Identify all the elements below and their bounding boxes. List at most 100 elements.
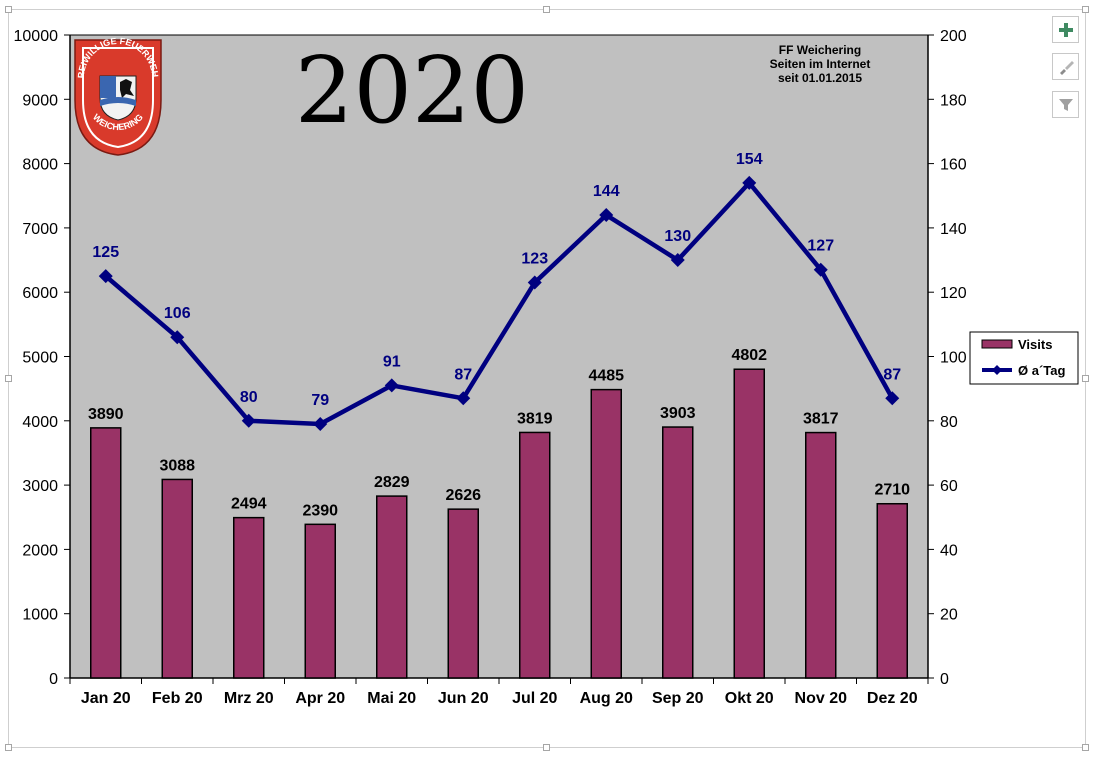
resize-handle-top-right[interactable] — [1082, 6, 1089, 13]
left-axis-tick-label: 5000 — [22, 350, 58, 367]
logo-crest-blue-field — [100, 76, 116, 98]
plot-area[interactable] — [69, 34, 929, 679]
bar-data-label: 4802 — [731, 347, 767, 364]
line-point-marker[interactable] — [98, 269, 113, 284]
line-point-marker[interactable] — [384, 378, 399, 393]
bar-data-label: 3890 — [88, 406, 124, 423]
bar-data-label: 2390 — [302, 502, 338, 519]
line-point-marker[interactable] — [313, 417, 328, 432]
right-axis-tick-label: 160 — [940, 157, 967, 174]
x-axis-tick-label: Feb 20 — [152, 690, 203, 707]
add-chart-element-button[interactable] — [1052, 16, 1079, 43]
brush-icon — [1059, 60, 1074, 75]
chart-filters-button[interactable] — [1052, 91, 1079, 118]
right-axis-tick-label: 100 — [940, 350, 967, 367]
annotation-line-1: FF Weichering — [779, 43, 861, 57]
x-axis-tick-label: Apr 20 — [295, 690, 345, 707]
bar-visits[interactable] — [304, 523, 336, 679]
left-axis-tick-label: 7000 — [22, 221, 58, 238]
right-axis-tick-label: 40 — [940, 542, 958, 559]
logo-eagle — [120, 79, 134, 98]
line-point-marker[interactable] — [670, 253, 685, 268]
resize-handle-left[interactable] — [5, 375, 12, 382]
x-axis-tick-label: Mrz 20 — [224, 690, 274, 707]
left-axis-tick-label: 0 — [49, 671, 58, 688]
right-axis-tick-label: 180 — [940, 92, 967, 109]
x-axis-tick-label: Aug 20 — [580, 690, 633, 707]
x-axis-tick-label: Nov 20 — [795, 690, 848, 707]
line-data-label: 106 — [164, 305, 191, 322]
bar-visits[interactable] — [376, 495, 408, 679]
left-axis-tick-label: 10000 — [14, 28, 59, 45]
x-axis-tick-label: Dez 20 — [867, 690, 918, 707]
bar-data-label: 4485 — [588, 368, 624, 385]
bar-visits[interactable] — [233, 516, 265, 679]
bar-data-label: 3819 — [517, 410, 553, 427]
bar-data-label: 2626 — [445, 487, 481, 504]
line-data-label: 91 — [383, 353, 401, 370]
bar-visits[interactable] — [447, 508, 479, 679]
x-axis-tick-label: Mai 20 — [367, 690, 416, 707]
bar-visits[interactable] — [876, 502, 908, 679]
logo-inner-border — [82, 47, 154, 149]
bar-visits[interactable] — [662, 426, 694, 679]
line-data-label: 87 — [454, 366, 472, 383]
left-axis-tick-label: 6000 — [22, 285, 58, 302]
bar-data-label: 2829 — [374, 474, 410, 491]
resize-handle-bottom[interactable] — [543, 744, 550, 751]
left-axis-tick-label: 2000 — [22, 542, 58, 559]
logo-wave — [100, 97, 136, 106]
annotation-line-2: Seiten im Internet — [770, 57, 871, 71]
line-point-marker[interactable] — [456, 391, 471, 406]
resize-handle-right[interactable] — [1082, 375, 1089, 382]
line-data-label: 125 — [92, 244, 119, 261]
fire-brigade-logo: FREIWILLIGE FEUERWEHRWEICHERING — [0, 0, 162, 156]
left-axis-tick-label: 4000 — [22, 414, 58, 431]
line-point-marker[interactable] — [241, 413, 256, 428]
left-axis-tick-label: 1000 — [22, 607, 58, 624]
x-axis-tick-label: Sep 20 — [652, 690, 704, 707]
resize-handle-top[interactable] — [543, 6, 550, 13]
right-axis-tick-label: 0 — [940, 671, 949, 688]
line-data-label: 123 — [521, 251, 548, 268]
legend-marker — [992, 365, 1002, 375]
bar-visits[interactable] — [590, 388, 622, 679]
bar-visits[interactable] — [161, 478, 193, 679]
legend-swatch-visits — [981, 339, 1013, 349]
left-axis-tick-label: 8000 — [22, 157, 58, 174]
right-axis-tick-label: 140 — [940, 221, 967, 238]
right-axis-tick-label: 120 — [940, 285, 967, 302]
line-data-label: 154 — [736, 151, 763, 168]
chart-year-title: 2020 — [295, 37, 529, 144]
x-axis-tick-label: Jul 20 — [512, 690, 557, 707]
right-axis-tick-label: 60 — [940, 478, 958, 495]
bar-visits[interactable] — [805, 431, 837, 679]
line-data-label: 130 — [664, 228, 691, 245]
line-point-marker[interactable] — [599, 208, 614, 223]
left-axis-tick-label: 9000 — [22, 92, 58, 109]
legend-label-average: Ø a´Tag — [1018, 363, 1065, 378]
line-data-label: 79 — [311, 392, 329, 409]
resize-handle-bottom-left[interactable] — [5, 744, 12, 751]
line-point-marker[interactable] — [527, 275, 542, 290]
bar-data-label: 2494 — [231, 496, 267, 513]
bar-data-label: 3817 — [803, 411, 839, 428]
line-data-label: 87 — [883, 366, 901, 383]
resize-handle-top-left[interactable] — [5, 6, 12, 13]
line-point-marker[interactable] — [885, 391, 900, 406]
line-point-marker[interactable] — [742, 175, 757, 190]
bar-visits[interactable] — [90, 427, 122, 679]
right-axis-tick-label: 80 — [940, 414, 958, 431]
x-axis-tick-label: Jun 20 — [438, 690, 489, 707]
filter-icon — [1058, 98, 1073, 111]
bar-visits[interactable] — [519, 431, 551, 679]
chart-styles-button[interactable] — [1052, 53, 1079, 80]
resize-handle-bottom-right[interactable] — [1082, 744, 1089, 751]
right-axis-tick-label: 20 — [940, 607, 958, 624]
legend[interactable]: Visits Ø a´Tag — [969, 331, 1079, 385]
line-point-marker[interactable] — [813, 262, 828, 277]
line-daily-average[interactable] — [104, 180, 895, 427]
line-point-marker[interactable] — [170, 330, 185, 345]
bar-visits[interactable] — [733, 368, 765, 679]
legend-label-visits: Visits — [1018, 337, 1052, 352]
